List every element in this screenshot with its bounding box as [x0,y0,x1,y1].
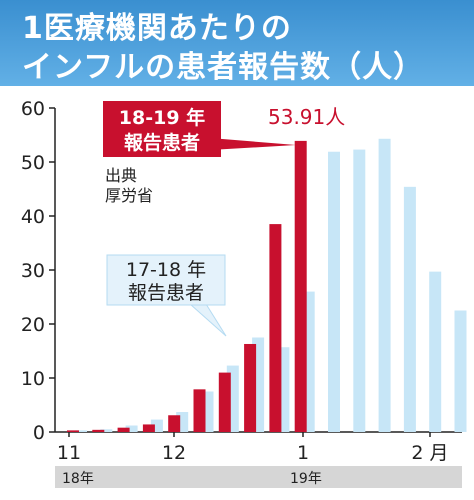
bar-current-0 [67,430,79,432]
previous-callout-line1: 17-18 年 [126,259,206,281]
axes: 0 10 20 30 40 50 60 11 12 1 2 月 18年 19年 [21,98,462,488]
y-tick-label: 20 [21,314,45,336]
previous-callout-box [106,254,226,306]
source-name: 厚労省 [105,186,153,205]
peak-value-label: 53.91人 [268,105,345,129]
bar-current-8 [269,224,282,432]
y-tick-label: 30 [21,260,45,282]
bar-current-3 [142,424,155,432]
x-tick-label: 2 月 [411,442,448,464]
y-tick-label: 60 [21,98,45,120]
bar-previous-15 [454,310,467,432]
bar-previous-14 [429,271,442,432]
bar-current-5 [193,389,206,432]
current-callout-pointer [210,138,296,150]
bar-previous-13 [403,186,416,432]
bar-previous-1 [100,429,113,432]
bar-current-4 [168,415,181,432]
current-callout-line1: 18-19 年 [119,106,205,129]
bar-previous-2 [125,425,138,432]
year-strip [55,466,462,488]
current-callout-line2: 報告患者 [124,131,200,154]
current-season-bars [67,140,307,433]
chart-title-line1: 1医療機関あたりの [22,11,292,46]
bar-previous-10 [328,151,340,433]
x-tick-label: 11 [57,442,81,464]
bar-previous-11 [353,149,366,432]
bar-current-1 [92,429,105,432]
source-label: 出典 [105,166,137,185]
previous-callout-pointer [188,303,227,337]
x-tick-label: 12 [162,442,186,464]
y-tick-label: 50 [21,152,45,174]
year-label-2018: 18年 [62,471,94,487]
title-banner: 1医療機関あたりの インフルの患者報告数（人） [0,0,474,86]
y-tick-label: 10 [21,368,45,390]
bar-previous-0 [75,430,87,432]
bar-previous-12 [378,138,391,432]
x-tick-label: 1 [297,442,309,464]
y-tick-label: 40 [21,206,45,228]
year-label-2019: 19年 [290,471,322,487]
current-callout-box [103,101,221,157]
y-tick-label: 0 [33,422,45,444]
chart-title-line2: インフルの患者報告数（人） [22,50,425,85]
bar-current-6 [218,372,231,432]
bar-current-7 [244,343,257,432]
bar-current-9 [294,140,307,433]
bar-current-2 [117,427,130,432]
previous-callout-line2: 報告患者 [128,282,204,304]
